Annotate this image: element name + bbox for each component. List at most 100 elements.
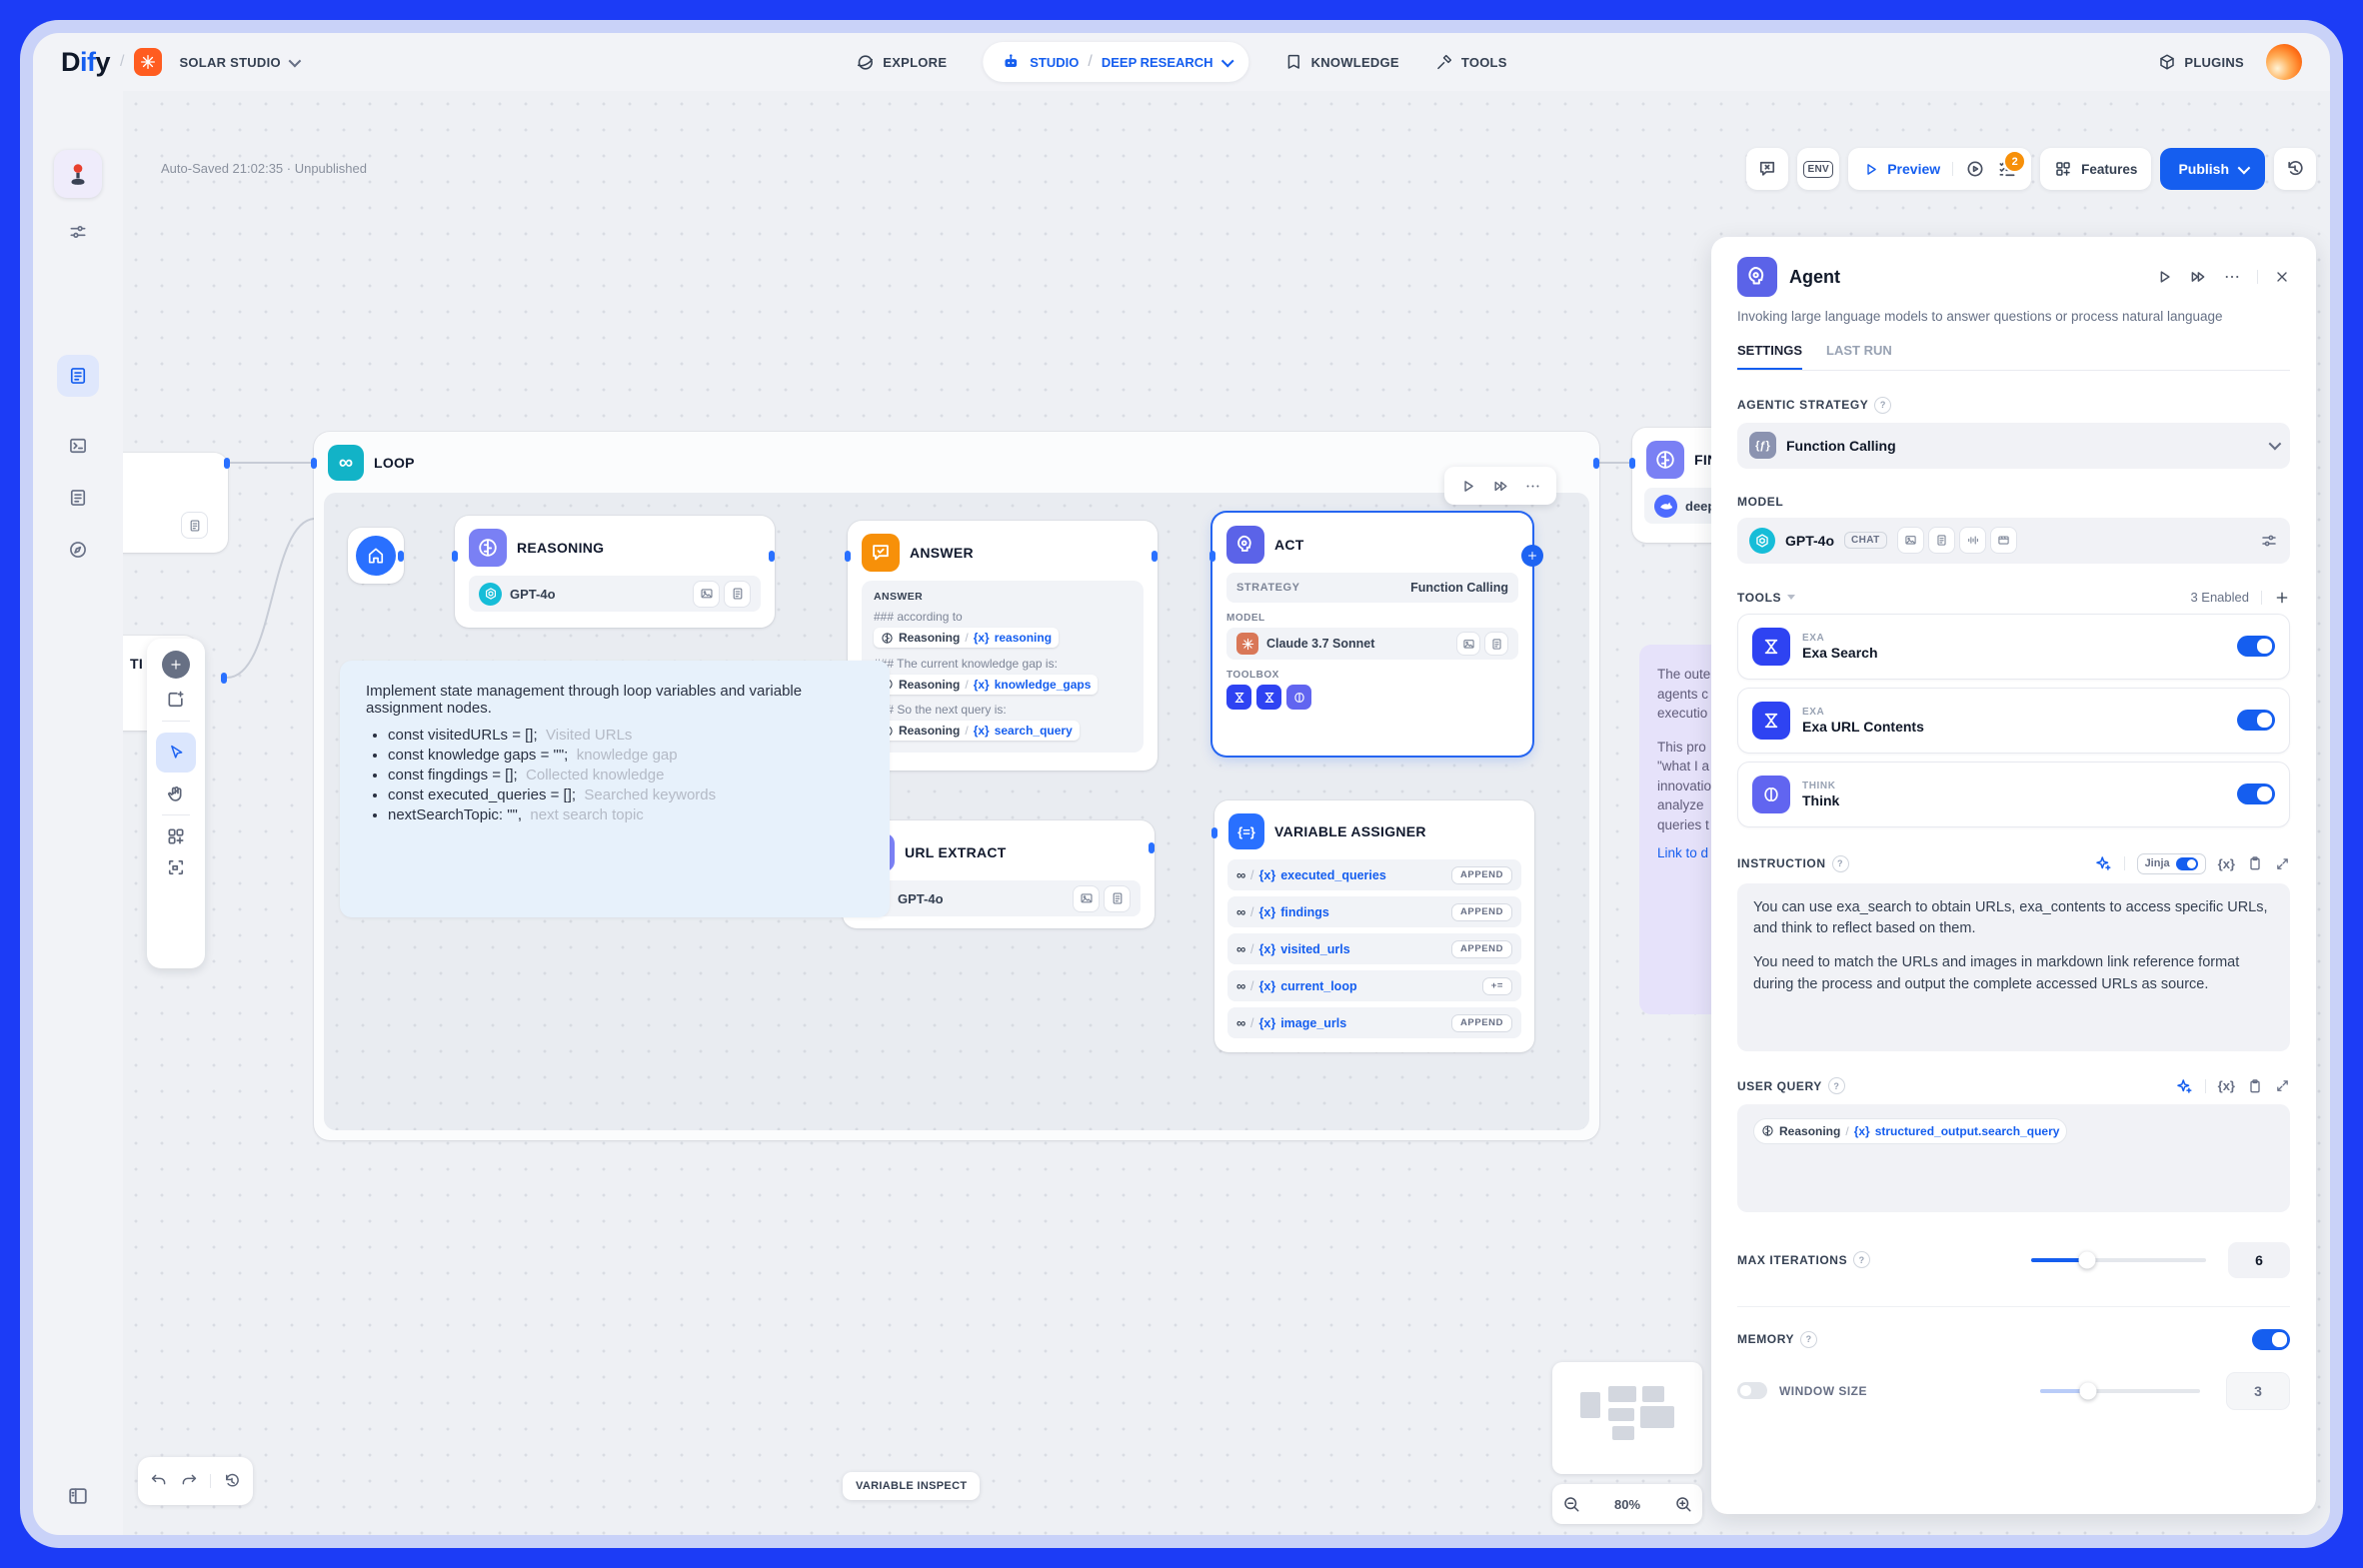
help-icon[interactable] <box>1874 396 1892 414</box>
rail-collapse-sidebar-icon[interactable] <box>67 1485 89 1507</box>
assign-row[interactable]: ∞ / {x} visited_urls APPEND <box>1227 933 1521 964</box>
port[interactable] <box>1593 458 1599 469</box>
app-icon-joystick[interactable] <box>54 150 102 198</box>
undo-icon[interactable] <box>150 1472 168 1490</box>
node-answer[interactable]: ANSWER ANSWER ### according to Reasoning… <box>848 521 1158 771</box>
help-icon[interactable] <box>1853 1251 1871 1269</box>
pointer-tool-selected[interactable] <box>156 733 196 773</box>
port[interactable] <box>1149 842 1155 853</box>
port[interactable] <box>845 551 851 562</box>
insert-variable-icon[interactable]: {x} <box>2217 855 2235 871</box>
model-select[interactable]: GPT-4o CHAT <box>1737 517 2290 564</box>
hand-tool-icon[interactable] <box>166 784 186 803</box>
help-icon[interactable] <box>1831 854 1849 872</box>
port[interactable] <box>221 673 227 684</box>
nav-tools[interactable]: TOOLS <box>1435 53 1507 71</box>
expand-icon[interactable] <box>2275 1078 2290 1093</box>
tab-studio[interactable]: STUDIO <box>1030 54 1080 70</box>
run-icon[interactable] <box>2155 268 2173 286</box>
port[interactable] <box>452 551 458 562</box>
add-note-icon[interactable] <box>166 690 186 710</box>
tool-card-exa-url-contents[interactable]: EXA Exa URL Contents <box>1737 687 2290 754</box>
port[interactable] <box>769 551 775 562</box>
generate-sparkle-icon[interactable] <box>2175 1077 2193 1095</box>
port[interactable] <box>1209 551 1215 562</box>
expand-icon[interactable] <box>2275 856 2290 871</box>
organize-nodes-icon[interactable] <box>166 826 186 846</box>
change-history-icon[interactable] <box>223 1472 241 1490</box>
rail-compass-icon[interactable] <box>68 540 88 560</box>
nav-plugins[interactable]: PLUGINS <box>2158 53 2244 71</box>
tab-settings[interactable]: SETTINGS <box>1737 343 1803 370</box>
variable-chip[interactable]: Reasoning / {x} search_query <box>874 721 1080 741</box>
preview-button[interactable]: Preview <box>1862 161 1940 178</box>
insert-variable-icon[interactable]: {x} <box>2217 1078 2235 1094</box>
user-query-editor[interactable]: Reasoning / {x} structured_output.search_q… <box>1737 1103 2290 1212</box>
dify-logo[interactable]: Dify <box>61 46 111 77</box>
variable-chip[interactable]: Reasoning / {x} reasoning <box>874 628 1060 648</box>
generate-sparkle-icon[interactable] <box>2094 854 2112 872</box>
exa-tool-icon[interactable] <box>1256 685 1281 710</box>
copy-icon[interactable] <box>2247 855 2263 871</box>
agentic-strategy-select[interactable]: {ƒ} Function Calling <box>1737 422 2290 469</box>
tool-toggle[interactable] <box>2237 784 2275 805</box>
fit-view-icon[interactable] <box>166 857 186 877</box>
nav-knowledge[interactable]: KNOWLEDGE <box>1285 53 1399 71</box>
zoom-out-icon[interactable] <box>1562 1495 1580 1513</box>
jinja-toggle[interactable]: Jinja <box>2136 852 2206 874</box>
model-params-icon[interactable] <box>2260 532 2278 550</box>
rail-workflow-selected[interactable] <box>57 355 99 397</box>
tool-card-exa-search[interactable]: EXA Exa Search <box>1737 613 2290 680</box>
port[interactable] <box>1152 551 1158 562</box>
env-button[interactable]: ENV <box>1797 148 1840 190</box>
redo-icon[interactable] <box>180 1472 198 1490</box>
window-size-toggle[interactable] <box>1737 1382 1767 1400</box>
add-node-button[interactable] <box>162 651 190 679</box>
copy-icon[interactable] <box>2247 1078 2263 1094</box>
loop-start-node[interactable] <box>348 528 404 584</box>
user-avatar[interactable] <box>2266 44 2302 80</box>
port[interactable] <box>1211 827 1217 838</box>
port[interactable] <box>311 458 317 469</box>
minimap[interactable] <box>1552 1362 1702 1474</box>
workspace-selector[interactable]: SOLAR STUDIO <box>134 48 302 76</box>
nav-studio-pill[interactable]: STUDIO / DEEP RESEARCH <box>983 42 1249 82</box>
add-next-node-button[interactable] <box>1521 545 1543 567</box>
help-icon[interactable] <box>1800 1330 1818 1348</box>
node-url-extract[interactable]: URL EXTRACT GPT-4o <box>843 820 1155 928</box>
add-tool-icon[interactable] <box>2274 590 2290 606</box>
nav-explore[interactable]: EXPLORE <box>856 53 947 72</box>
annotation-button[interactable] <box>1746 148 1789 190</box>
checklist-button[interactable]: 2 <box>1997 150 2027 179</box>
help-icon[interactable] <box>1827 1077 1845 1095</box>
publish-button[interactable]: Publish <box>2160 148 2265 190</box>
max-iterations-slider[interactable] <box>2031 1251 2206 1269</box>
window-size-value[interactable]: 3 <box>2226 1371 2290 1410</box>
close-icon[interactable] <box>2274 269 2290 285</box>
run-history-icon[interactable] <box>1965 159 1985 179</box>
zoom-level[interactable]: 80% <box>1613 1496 1641 1512</box>
variable-chip[interactable]: Reasoning / {x} structured_output.search_q… <box>1753 1117 2068 1144</box>
exa-tool-icon[interactable] <box>1226 685 1251 710</box>
rail-terminal-icon[interactable] <box>68 436 88 456</box>
window-size-slider[interactable] <box>2040 1382 2200 1400</box>
rail-logs-icon[interactable] <box>68 488 88 508</box>
node-reasoning[interactable]: REASONING GPT-4o <box>455 516 775 628</box>
tool-toggle[interactable] <box>2237 636 2275 658</box>
loop-note[interactable]: Implement state management through loop … <box>340 661 890 917</box>
zoom-in-icon[interactable] <box>1674 1495 1692 1513</box>
variable-inspect-button[interactable]: VARIABLE INSPECT <box>843 1472 981 1500</box>
memory-toggle[interactable] <box>2252 1328 2290 1350</box>
variable-chip[interactable]: Reasoning / {x} knowledge_gaps <box>874 674 1099 695</box>
node-variable-assigner[interactable]: {=} VARIABLE ASSIGNER ∞ / {x} executed_quer… <box>1214 800 1534 1052</box>
features-button[interactable]: Features <box>2040 148 2152 190</box>
assign-row[interactable]: ∞ / {x} current_loop += <box>1227 970 1521 1001</box>
version-history-button[interactable] <box>2274 148 2316 190</box>
max-iterations-value[interactable]: 6 <box>2228 1241 2290 1278</box>
run-from-node-icon[interactable] <box>1492 478 1509 495</box>
breadcrumb-deep-research[interactable]: DEEP RESEARCH <box>1101 54 1213 70</box>
run-all-icon[interactable] <box>2189 268 2207 286</box>
think-tool-icon[interactable] <box>1286 685 1311 710</box>
port[interactable] <box>398 551 404 562</box>
more-icon[interactable] <box>2223 268 2241 286</box>
